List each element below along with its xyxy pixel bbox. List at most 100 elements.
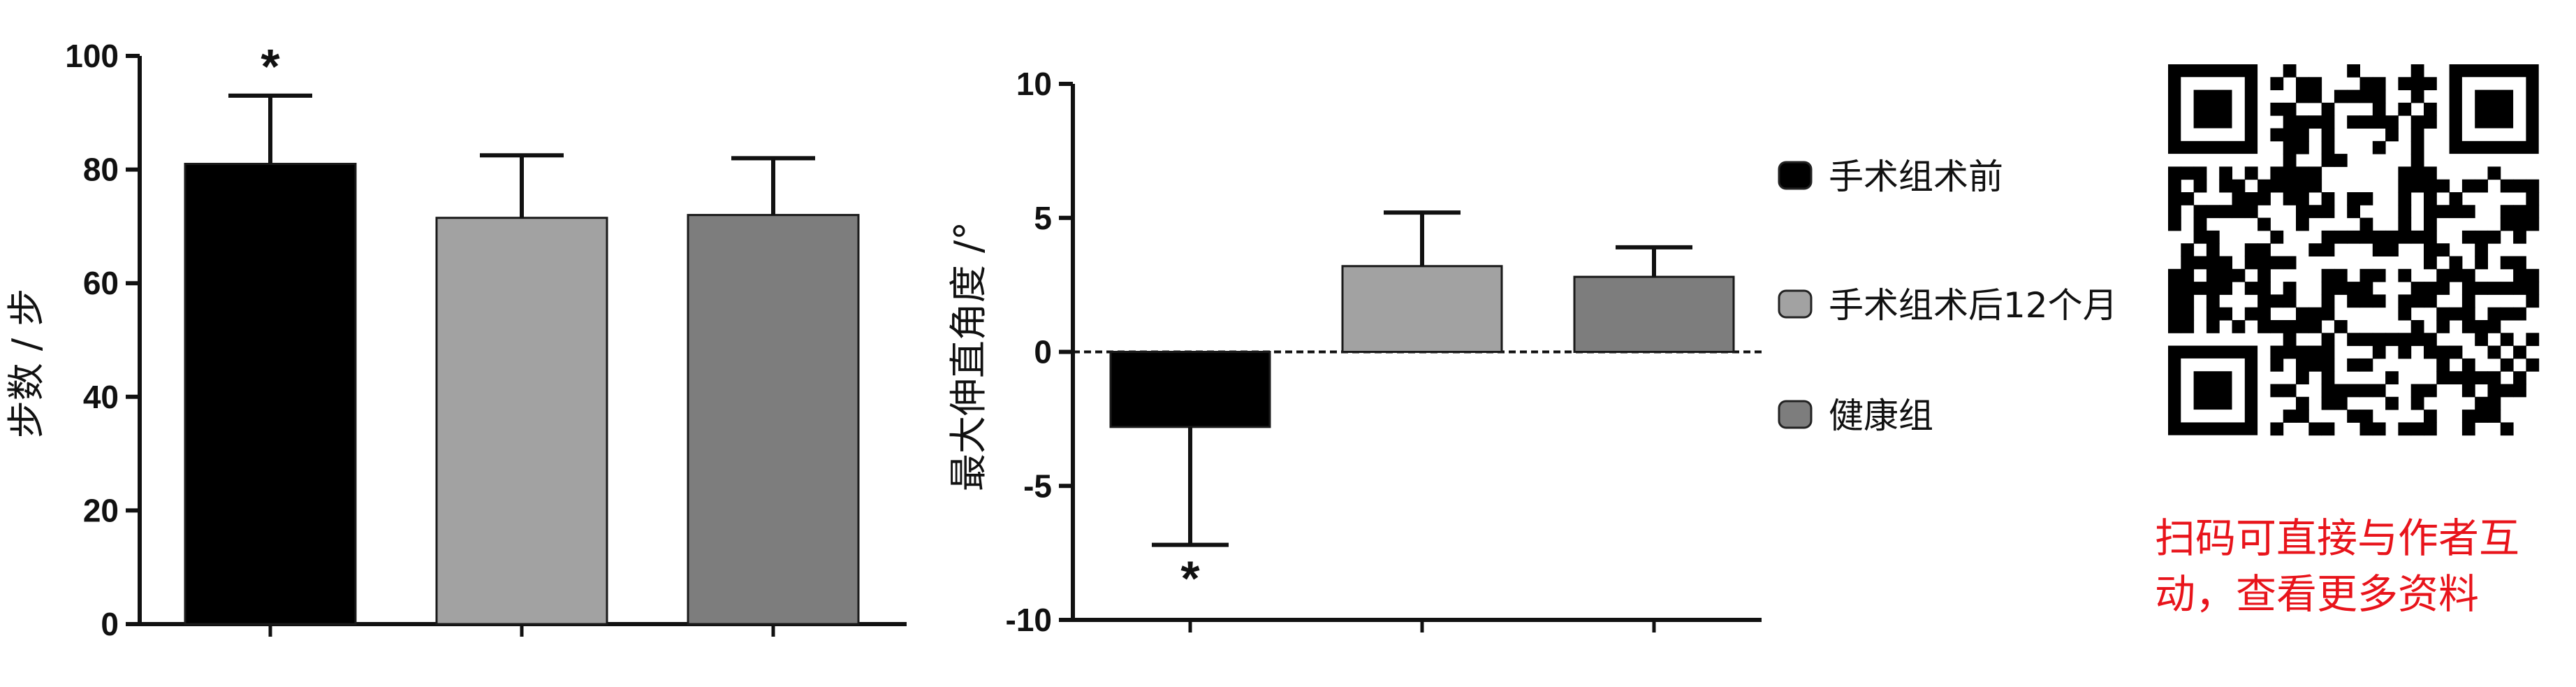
qr-module bbox=[2513, 230, 2526, 244]
qr-module bbox=[2461, 230, 2475, 244]
qr-module bbox=[2372, 77, 2386, 91]
qr-module bbox=[2232, 192, 2246, 205]
qr-module bbox=[2372, 422, 2386, 436]
qr-module bbox=[2296, 371, 2309, 384]
qr-module bbox=[2321, 128, 2335, 142]
qr-module bbox=[2513, 282, 2526, 295]
qr-module bbox=[2372, 140, 2386, 154]
legend: 手术组术前 手术组术后12个月 健康组 bbox=[1778, 157, 2118, 436]
qr-module bbox=[2347, 358, 2360, 372]
qr-module bbox=[2398, 217, 2412, 231]
qr-module bbox=[2321, 358, 2335, 372]
qr-module bbox=[2436, 358, 2450, 372]
qr-module bbox=[2424, 384, 2437, 398]
qr-module bbox=[2296, 345, 2309, 359]
c1-ytick-label-1: 20 bbox=[83, 492, 119, 528]
qr-module bbox=[2347, 282, 2360, 295]
qr-module bbox=[2168, 282, 2181, 295]
chart-1-ylabel: 步数 / 步 bbox=[4, 289, 48, 439]
qr-module bbox=[2526, 192, 2540, 205]
qr-module bbox=[2410, 115, 2424, 129]
qr-module bbox=[2461, 371, 2475, 384]
qr-module bbox=[2424, 192, 2437, 205]
qr-module bbox=[2283, 282, 2297, 295]
qr-module bbox=[2475, 320, 2488, 333]
qr-module bbox=[2270, 77, 2284, 91]
qr-module bbox=[2296, 217, 2309, 231]
qr-module bbox=[2296, 179, 2309, 193]
qr-module bbox=[2193, 217, 2207, 231]
legend-entry-1: 手术组术后12个月 bbox=[1829, 285, 2118, 326]
qr-module bbox=[2372, 268, 2386, 282]
qr-module bbox=[2359, 384, 2373, 398]
qr-module bbox=[2321, 345, 2335, 359]
qr-module bbox=[2206, 268, 2220, 282]
qr-module bbox=[2436, 205, 2450, 219]
qr-module bbox=[2257, 307, 2271, 321]
qr-caption-line1: 扫码可直接与作者互 bbox=[2155, 514, 2519, 562]
qr-module bbox=[2308, 115, 2322, 129]
qr-module bbox=[2398, 192, 2412, 205]
qr-module bbox=[2410, 128, 2424, 142]
c2-ytick-label-1: -5 bbox=[1023, 468, 1052, 504]
qr-module bbox=[2487, 166, 2501, 180]
qr-module bbox=[2181, 307, 2195, 321]
qr-module bbox=[2424, 256, 2437, 270]
c1-bar-0 bbox=[184, 162, 357, 625]
qr-module bbox=[2461, 179, 2475, 193]
qr-module bbox=[2308, 422, 2322, 436]
qr-module bbox=[2283, 384, 2297, 398]
qr-module bbox=[2244, 192, 2258, 205]
qr-module bbox=[2168, 320, 2181, 333]
qr-module bbox=[2500, 384, 2514, 398]
qr-module bbox=[2219, 282, 2232, 295]
qr-module bbox=[2181, 282, 2195, 295]
qr-module bbox=[2372, 345, 2386, 359]
qr-module bbox=[2475, 243, 2488, 256]
qr-module bbox=[2270, 422, 2284, 436]
qr-module bbox=[2219, 307, 2232, 321]
c2-bar-2 bbox=[1573, 275, 1735, 353]
qr-module bbox=[2449, 371, 2463, 384]
qr-module bbox=[2513, 307, 2526, 321]
qr-module bbox=[2308, 307, 2322, 321]
qr-module bbox=[2487, 320, 2501, 333]
qr-module bbox=[2385, 128, 2399, 142]
qr-module bbox=[2475, 282, 2488, 295]
qr-module bbox=[2257, 282, 2271, 295]
chart-1: 步数 / 步 0 20 40 60 80 100 * bbox=[4, 38, 907, 642]
qr-module bbox=[2424, 115, 2437, 129]
qr-module bbox=[2181, 320, 2195, 333]
qr-module bbox=[2283, 154, 2297, 167]
qr-module bbox=[2449, 345, 2463, 359]
qr-module bbox=[2461, 422, 2475, 436]
qr-module bbox=[2168, 307, 2181, 321]
qr-module bbox=[2410, 384, 2424, 398]
c1-annotation-0: * bbox=[261, 39, 280, 94]
qr-module bbox=[2193, 282, 2207, 295]
qr-module bbox=[2181, 256, 2195, 270]
chart-2: 最大伸直角度 /° -10 -5 0 5 10 * bbox=[946, 66, 1762, 638]
qr-module bbox=[2321, 192, 2335, 205]
qr-module bbox=[2500, 333, 2514, 347]
chart-2-bars bbox=[1109, 265, 1735, 428]
qr-module bbox=[2424, 294, 2437, 308]
qr-module bbox=[2283, 345, 2297, 359]
qr-module bbox=[2372, 243, 2386, 256]
qr-module bbox=[2334, 282, 2348, 295]
c2-ytick-label-4: 10 bbox=[1016, 66, 1052, 102]
qr-module bbox=[2232, 268, 2246, 282]
qr-module bbox=[2359, 294, 2373, 308]
qr-module bbox=[2398, 345, 2412, 359]
qr-module bbox=[2410, 77, 2424, 91]
qr-module bbox=[2359, 410, 2373, 423]
qr-module bbox=[2487, 345, 2501, 359]
qr-module bbox=[2283, 410, 2297, 423]
qr-module bbox=[2475, 256, 2488, 270]
qr-module bbox=[2359, 217, 2373, 231]
c1-ytick-label-3: 60 bbox=[83, 265, 119, 301]
c2-ytick-label-0: -10 bbox=[1006, 602, 1052, 638]
qr-module bbox=[2372, 294, 2386, 308]
qr-module bbox=[2513, 384, 2526, 398]
qr-module bbox=[2283, 166, 2297, 180]
